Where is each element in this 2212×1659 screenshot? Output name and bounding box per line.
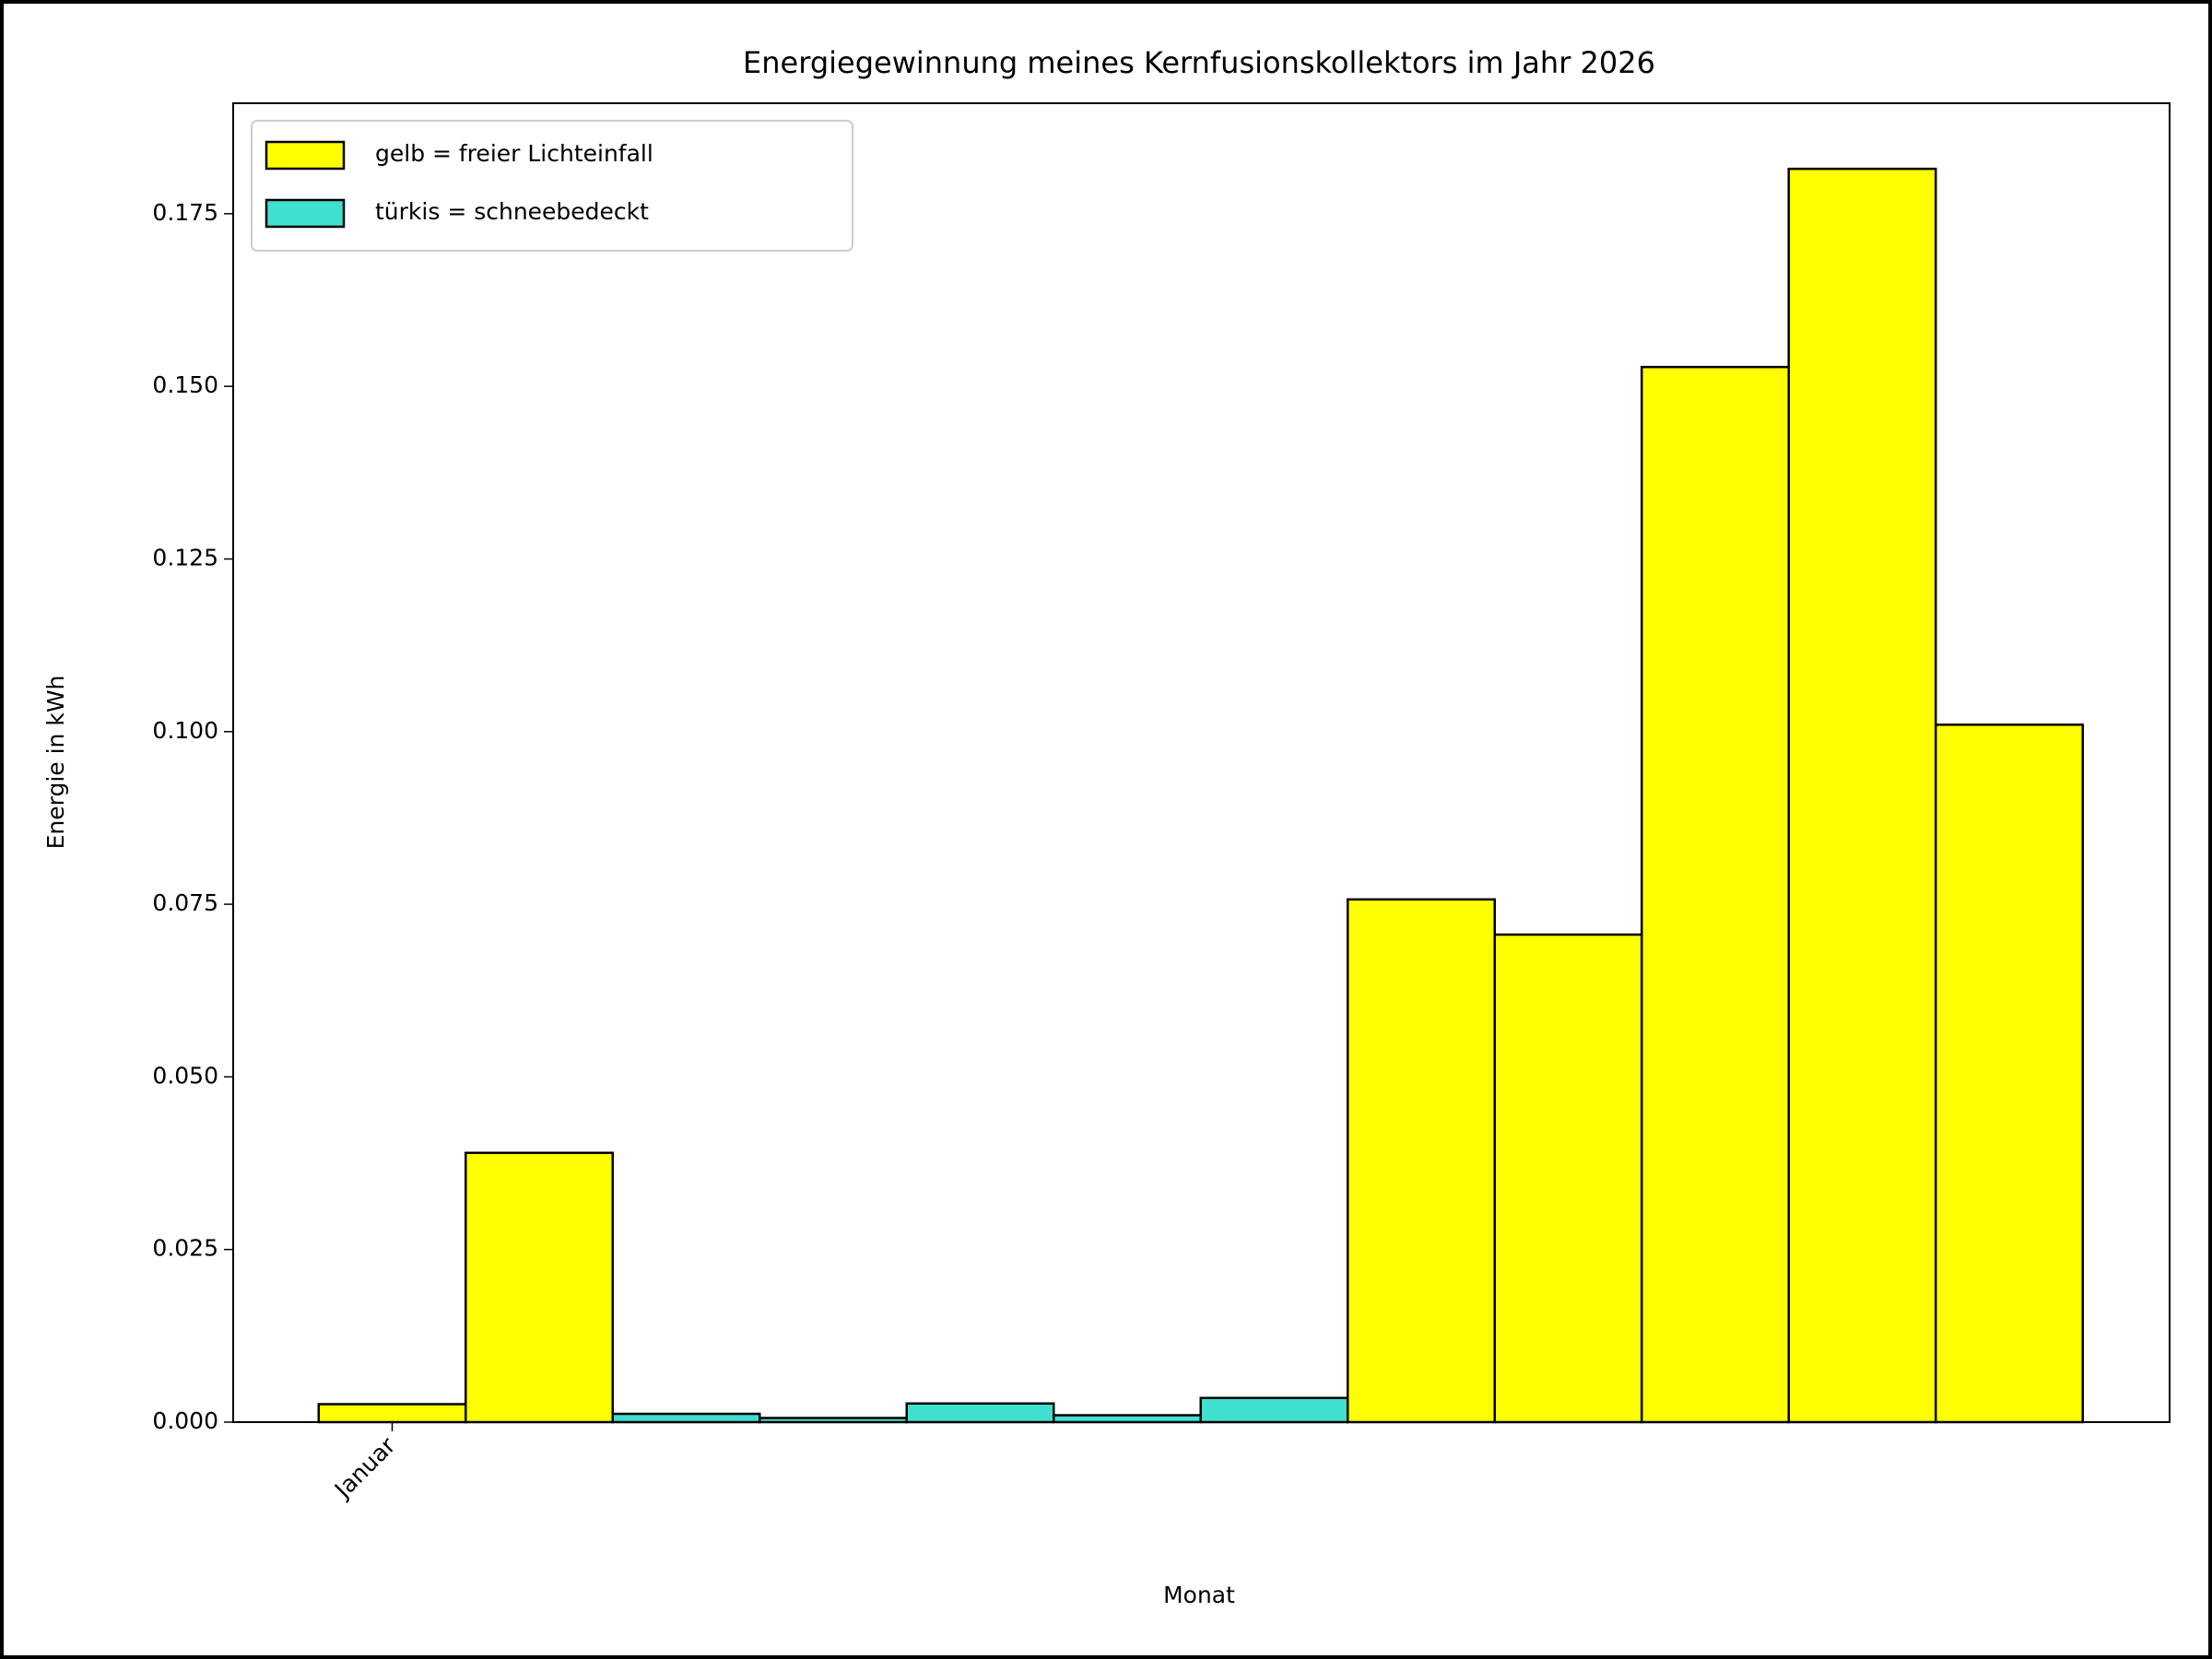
bar <box>1641 365 1790 1424</box>
y-tick-label: 0.150 <box>152 371 218 398</box>
y-axis-label: Energie in kWh <box>42 676 69 850</box>
bar <box>1493 933 1643 1424</box>
y-tick-label: 0.000 <box>152 1407 218 1434</box>
bar <box>1199 1396 1349 1424</box>
legend-label: gelb = freier Lichteinfall <box>375 140 653 167</box>
y-tick-label: 0.025 <box>152 1235 218 1262</box>
bar <box>317 1403 467 1424</box>
bar <box>1787 167 1937 1424</box>
bar <box>905 1402 1055 1424</box>
legend-box <box>251 120 853 252</box>
bar <box>611 1412 761 1424</box>
chart-title: Energiegewinnung meines Kernfusionskolle… <box>743 45 1655 80</box>
y-tick-label: 0.125 <box>152 544 218 571</box>
legend-swatch <box>265 140 346 171</box>
legend-swatch <box>265 198 346 229</box>
y-tick-label: 0.100 <box>152 717 218 744</box>
bar <box>465 1151 614 1424</box>
plot-frame <box>232 102 2171 1423</box>
y-tick-label: 0.175 <box>152 199 218 226</box>
bar <box>1347 898 1496 1424</box>
y-tick-label: 0.075 <box>152 889 218 916</box>
bar <box>1935 724 2084 1424</box>
legend-label: türkis = schneebedeckt <box>375 198 649 225</box>
y-tick-label: 0.050 <box>152 1062 218 1088</box>
x-axis-label: Monat <box>1163 1582 1235 1608</box>
bar <box>1053 1414 1202 1424</box>
